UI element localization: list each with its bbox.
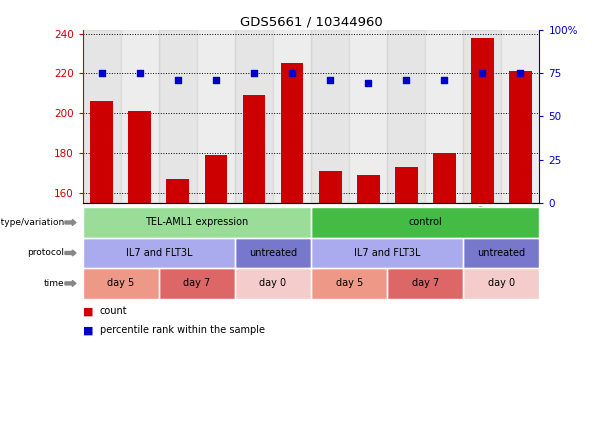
- Bar: [395, 167, 417, 203]
- Point: [287, 69, 297, 76]
- Text: ■: ■: [83, 306, 93, 316]
- Bar: [357, 175, 379, 203]
- Text: untreated: untreated: [249, 248, 297, 258]
- Bar: [273, 30, 311, 203]
- Bar: [121, 30, 159, 203]
- Text: day 0: day 0: [488, 278, 515, 288]
- Point: [402, 77, 411, 83]
- Point: [135, 69, 145, 76]
- Bar: [90, 102, 113, 203]
- Bar: [319, 171, 341, 203]
- Text: protocol: protocol: [28, 248, 64, 258]
- Point: [97, 69, 107, 76]
- Point: [326, 77, 335, 83]
- Point: [364, 80, 373, 87]
- Text: day 5: day 5: [335, 278, 363, 288]
- Text: TEL-AML1 expression: TEL-AML1 expression: [145, 217, 248, 228]
- Bar: [243, 96, 265, 203]
- Bar: [387, 30, 425, 203]
- Bar: [463, 30, 501, 203]
- Text: IL7 and FLT3L: IL7 and FLT3L: [126, 248, 192, 258]
- Text: IL7 and FLT3L: IL7 and FLT3L: [354, 248, 421, 258]
- Point: [440, 77, 449, 83]
- Point: [211, 77, 221, 83]
- Bar: [433, 153, 455, 203]
- Text: control: control: [408, 217, 442, 228]
- Point: [249, 69, 259, 76]
- Text: day 0: day 0: [259, 278, 287, 288]
- Bar: [167, 179, 189, 203]
- Bar: [509, 71, 532, 203]
- Text: untreated: untreated: [478, 248, 525, 258]
- Text: ■: ■: [83, 325, 93, 335]
- Text: day 5: day 5: [107, 278, 134, 288]
- Point: [478, 69, 487, 76]
- Bar: [471, 38, 494, 203]
- Bar: [311, 30, 349, 203]
- Bar: [205, 155, 227, 203]
- Bar: [235, 30, 273, 203]
- Bar: [159, 30, 197, 203]
- Text: time: time: [44, 279, 64, 288]
- Bar: [501, 30, 539, 203]
- Text: count: count: [100, 306, 128, 316]
- Text: genotype/variation: genotype/variation: [0, 218, 64, 227]
- Point: [173, 77, 183, 83]
- Bar: [425, 30, 463, 203]
- Text: day 7: day 7: [412, 278, 439, 288]
- Point: [516, 69, 525, 76]
- Bar: [197, 30, 235, 203]
- Bar: [129, 111, 151, 203]
- Title: GDS5661 / 10344960: GDS5661 / 10344960: [240, 16, 383, 28]
- Text: percentile rank within the sample: percentile rank within the sample: [100, 325, 265, 335]
- Bar: [83, 30, 121, 203]
- Bar: [349, 30, 387, 203]
- Bar: [281, 63, 303, 203]
- Text: day 7: day 7: [183, 278, 210, 288]
